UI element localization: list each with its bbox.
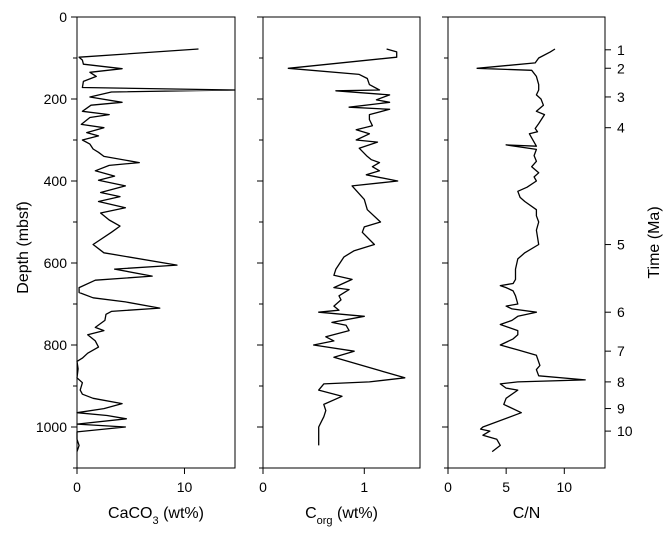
- panel-corg-frame: [262, 16, 421, 469]
- caco3-series-line: [76, 48, 236, 452]
- time-axis-label: Time (Ma): [646, 206, 663, 278]
- panel-cn: 0 5 10 1 2 3 4 5 6 7 8 9 10 C/N: [442, 16, 633, 522]
- depth-tick-label: 200: [44, 91, 68, 107]
- depth-tick-label: 1000: [36, 419, 67, 435]
- panel-caco3-y-ticks: 0 200 400 600 800 1000: [36, 9, 77, 469]
- time-tick-label: 7: [617, 343, 625, 359]
- cn-series-line: [476, 48, 586, 453]
- depth-tick-label: 600: [44, 255, 68, 271]
- corg-series-line: [287, 48, 406, 446]
- corg-axis-label-sub: org: [317, 515, 333, 527]
- time-tick-label: 4: [617, 120, 625, 136]
- caco3-x-tick-label: 0: [73, 479, 81, 495]
- caco3-axis-label-main: CaCO: [108, 505, 152, 522]
- caco3-axis-label-rest: (wt%): [159, 505, 204, 522]
- caco3-x-tick-label: 10: [177, 479, 193, 495]
- caco3-axis-label-sub: 3: [153, 515, 159, 527]
- time-tick-label: 2: [617, 60, 625, 76]
- corg-x-tick-label: 1: [360, 479, 368, 495]
- panel-cn-frame: [447, 16, 606, 469]
- corg-axis-label: Corg (wt%): [305, 505, 378, 527]
- time-tick-label: 5: [617, 237, 625, 253]
- cn-axis-label: C/N: [513, 505, 541, 522]
- panel-cn-x-ticks: 0 5 10: [444, 468, 572, 495]
- depth-tick-label: 400: [44, 173, 68, 189]
- corg-x-tick-label: 0: [259, 479, 267, 495]
- cn-x-tick-label: 10: [557, 479, 573, 495]
- panel-corg-y-ticks: [257, 16, 263, 469]
- time-tick-label: 9: [617, 401, 625, 417]
- time-tick-label: 6: [617, 304, 625, 320]
- cn-axis-label-main: C/N: [513, 505, 541, 522]
- panel-caco3-frame: [76, 16, 236, 469]
- depth-axis-label: Depth (mbsf): [15, 201, 32, 293]
- cn-x-tick-label: 0: [444, 479, 452, 495]
- panel-caco3: 0 200 400 600 800 1000 0 10 CaCO3 (wt%): [36, 9, 236, 527]
- caco3-axis-label: CaCO3 (wt%): [108, 505, 204, 527]
- time-tick-label: 8: [617, 374, 625, 390]
- corg-axis-label-rest: (wt%): [333, 505, 378, 522]
- corg-axis-label-main: C: [305, 505, 317, 522]
- panel-cn-y-ticks: [442, 16, 448, 469]
- cn-x-tick-label: 5: [502, 479, 510, 495]
- panel-caco3-x-ticks: 0 10: [73, 468, 192, 495]
- time-tick-label: 10: [617, 423, 633, 439]
- time-tick-label: 3: [617, 89, 625, 105]
- depth-tick-label: 0: [59, 9, 67, 25]
- panel-cn-time-ticks: 1 2 3 4 5 6 7 8 9 10: [605, 42, 633, 439]
- time-tick-label: 1: [617, 42, 625, 58]
- depth-tick-label: 800: [44, 337, 68, 353]
